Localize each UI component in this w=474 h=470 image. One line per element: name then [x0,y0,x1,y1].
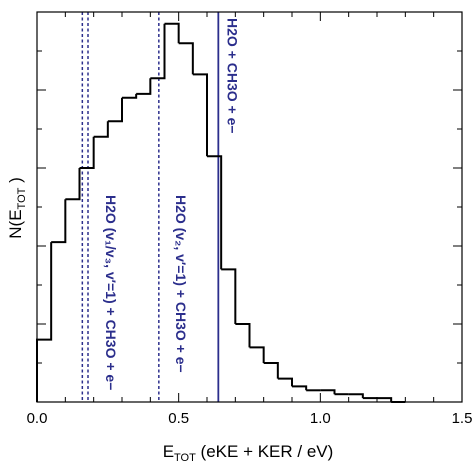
x-axis-title-rest: (eKE + KER / eV) [196,442,333,461]
histogram-bin-2 [65,168,81,201]
ticks [36,11,463,403]
y-axis-title: N(ETOT ) [6,177,28,238]
y-axis-title-main: N(E [6,209,25,238]
histogram-bin-4 [93,121,109,138]
reference-lines [81,12,220,402]
histogram-bin-15 [249,346,265,363]
histogram-series [36,22,406,403]
histogram-bin-9 [164,22,180,44]
histogram-bin-22 [348,393,364,399]
histogram-bin-7 [136,78,152,95]
annotation-v1v3: H2O (v₁/v₃, v′=1) + CH3O + e− [103,195,119,390]
histogram-bin-1 [51,199,67,244]
x-tick-labels: 0.0 0.5 1.0 1.5 [27,410,473,427]
x-tick-label: 0.0 [27,410,48,427]
histogram-bin-11 [192,73,208,157]
annotations: H2O + CH3O + e− H2O (v₂, v′=1) + CH3O + e… [103,18,240,390]
histogram-bin-17 [277,377,293,387]
histogram-bin-16 [263,362,279,379]
histogram-bin-18 [292,385,308,391]
y-axis-title-rest: ) [6,177,25,187]
y-axis-title-subscript: TOT [16,187,28,209]
histogram-bin-14 [235,323,251,348]
histogram-bin-20 [320,389,336,395]
annotation-v2: H2O (v₂, v′=1) + CH3O + e− [173,195,189,373]
annotation-solid: H2O + CH3O + e− [224,18,240,134]
histogram-bin-3 [79,136,95,169]
histogram-bin-6 [122,93,138,99]
histogram-bin-12 [207,155,223,270]
histogram-bin-5 [107,97,123,123]
histogram-bin-10 [178,42,194,75]
histogram-bin-13 [221,268,237,324]
x-tick-label: 0.5 [168,410,189,427]
histogram-bin-8 [150,23,166,80]
x-tick-label: 1.0 [310,410,331,427]
x-axis-title-subscript: TOT [174,452,196,464]
x-axis-title: ETOT (eKE + KER / eV) [163,442,334,464]
x-axis-title-main: E [163,442,174,461]
histogram-bin-24 [377,397,393,402]
histogram-bin-0 [36,242,53,402]
x-tick-label: 1.5 [452,410,473,427]
